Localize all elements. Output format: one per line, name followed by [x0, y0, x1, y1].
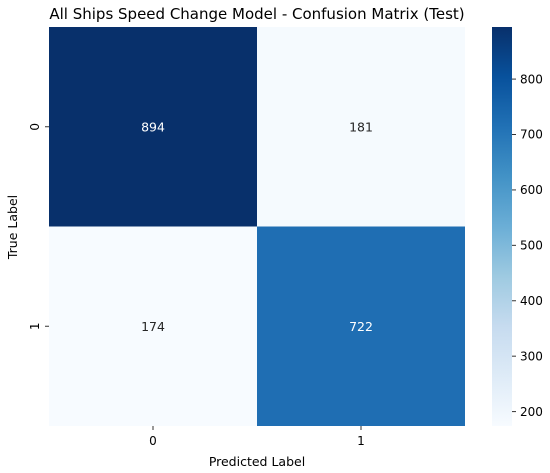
colorbar-tick-label: 800 — [520, 72, 543, 86]
cell-value-1-0: 174 — [141, 319, 165, 334]
colorbar-tick-label: 400 — [520, 294, 543, 308]
cell-value-0-1: 181 — [349, 119, 373, 134]
heatmap-cells — [49, 27, 465, 426]
heatmap-cell-0-0 — [49, 27, 257, 227]
x-tick-label: 1 — [357, 434, 365, 448]
colorbar-tick-label: 300 — [520, 349, 543, 363]
y-axis-label: True Label — [5, 195, 20, 260]
chart-title: All Ships Speed Change Model - Confusion… — [49, 5, 464, 23]
heatmap-cell-labels: 894 181 174 722 — [141, 119, 373, 334]
colorbar-tick-label: 500 — [520, 239, 543, 253]
colorbar-tick-label: 700 — [520, 128, 543, 142]
x-axis-label: Predicted Label — [209, 454, 305, 469]
colorbar-tick-label: 600 — [520, 183, 543, 197]
y-tick-label: 1 — [28, 322, 42, 330]
colorbar-tick-label: 200 — [520, 405, 543, 419]
cell-value-1-1: 722 — [349, 319, 373, 334]
heatmap-cell-1-1 — [257, 226, 465, 426]
cell-value-0-0: 894 — [141, 119, 165, 134]
y-tick-label: 0 — [28, 123, 42, 131]
heatmap-cell-0-1 — [257, 27, 465, 227]
heatmap-cell-1-0 — [49, 226, 257, 426]
colorbar-ticks: 200 300 400 500 600 700 800 — [512, 72, 543, 419]
colorbar — [492, 27, 512, 426]
y-axis-ticks: 01 — [28, 123, 49, 330]
x-tick-label: 0 — [149, 434, 157, 448]
